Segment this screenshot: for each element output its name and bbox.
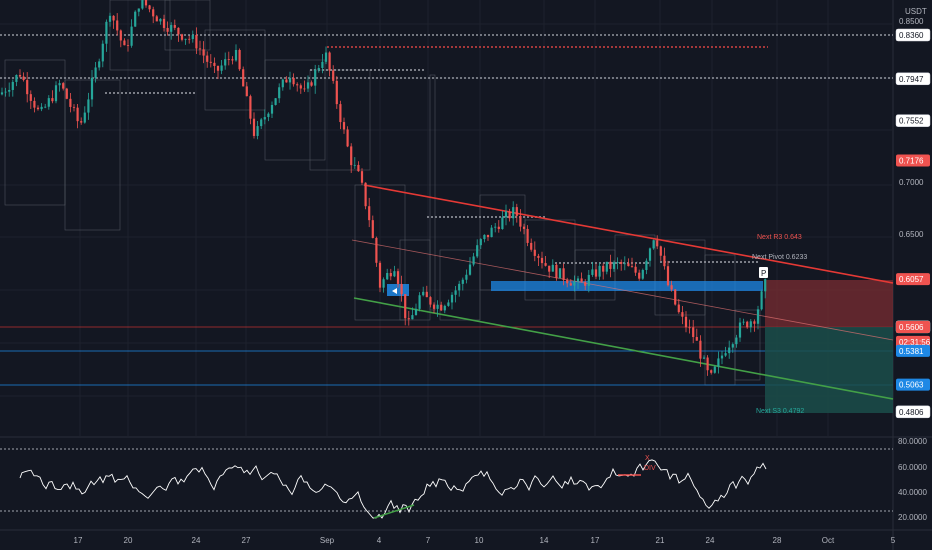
- rsi-bullish-divergence-line[interactable]: [373, 504, 415, 519]
- time-label: Sep: [320, 536, 335, 545]
- time-label: 27: [242, 536, 251, 545]
- rsi-tick-80: 80.0000: [898, 437, 927, 446]
- time-label: 10: [475, 536, 484, 545]
- demand-zone-small[interactable]: [387, 284, 409, 296]
- svg-text:0.7552: 0.7552: [899, 117, 924, 126]
- demand-zone-wide[interactable]: [491, 281, 763, 291]
- time-label: 5: [891, 536, 896, 545]
- time-axis[interactable]: 17 20 24 27 Sep 4 7 10 14 17 21 24 28 Oct 5: [74, 536, 896, 545]
- time-label: 28: [773, 536, 782, 545]
- time-label: 24: [192, 536, 201, 545]
- svg-text:0.4806: 0.4806: [899, 408, 924, 417]
- svg-text:0.5381: 0.5381: [899, 347, 924, 356]
- price-tick-0-6500: 0.6500: [899, 230, 924, 239]
- time-label: 14: [540, 536, 549, 545]
- svg-text:02:31:56: 02:31:56: [899, 338, 931, 347]
- channel-support-line[interactable]: [353, 297, 894, 400]
- short-position-stop-zone[interactable]: [765, 280, 893, 327]
- svg-text:0.7176: 0.7176: [899, 157, 924, 166]
- pivot-marker-text: P: [761, 269, 766, 278]
- price-tag-0-5606[interactable]: 0.5606: [896, 321, 930, 333]
- next-pivot-label: Next Pivot 0.6233: [752, 254, 807, 261]
- candlestick-series[interactable]: [0, 0, 767, 376]
- time-label: 21: [656, 536, 665, 545]
- price-tick-0-8500: 0.8500: [899, 17, 924, 26]
- short-position-target-zone[interactable]: [765, 327, 893, 413]
- price-tag-0-7552[interactable]: 0.7552: [895, 114, 931, 127]
- rsi-cross-marker: X: [645, 455, 650, 462]
- time-label: 4: [377, 536, 382, 545]
- time-label: 17: [74, 536, 83, 545]
- price-tags[interactable]: 0.83600.79470.75520.71760.60570.56070.56…: [895, 28, 931, 419]
- grid: [0, 0, 893, 437]
- channel-resistance-line[interactable]: [363, 184, 894, 284]
- price-tag-0-7947[interactable]: 0.7947: [895, 72, 931, 86]
- next-r3-label: Next R3 0.643: [757, 234, 802, 241]
- price-tag-0-4806[interactable]: 0.4806: [895, 405, 931, 419]
- rsi-line[interactable]: [19, 459, 767, 519]
- price-tag-02-31-56[interactable]: 02:31:56: [896, 335, 931, 348]
- pivot-marker-badge[interactable]: [759, 267, 768, 278]
- price-tag-0-6057[interactable]: 0.6057: [896, 273, 930, 286]
- price-tag-0-5063[interactable]: 0.5063: [896, 378, 930, 391]
- time-label: 7: [426, 536, 431, 545]
- price-tag-0-8360[interactable]: 0.8360: [895, 28, 931, 42]
- currency-label[interactable]: USDT: [905, 7, 927, 16]
- svg-text:0.7947: 0.7947: [899, 75, 924, 84]
- zone-arrow-icon: [392, 288, 397, 294]
- channel-mid-line[interactable]: [351, 239, 894, 341]
- time-label: 20: [124, 536, 133, 545]
- time-label: 24: [706, 536, 715, 545]
- rsi-tick-40: 40.0000: [898, 488, 927, 497]
- pivot-dashed-lines: [105, 69, 760, 264]
- rsi-div-label: DIV: [644, 465, 656, 472]
- price-tick-0-7000: 0.7000: [899, 178, 924, 187]
- svg-text:0.6057: 0.6057: [899, 275, 924, 284]
- svg-text:0.5063: 0.5063: [899, 381, 924, 390]
- price-tag-0-5381[interactable]: 0.5381: [896, 344, 930, 357]
- horizontal-levels[interactable]: [0, 34, 893, 386]
- time-label: Oct: [822, 536, 835, 545]
- next-s3-label: Next S3 0.4792: [756, 408, 804, 415]
- svg-text:0.5606: 0.5606: [899, 323, 924, 332]
- rsi-tick-20: 20.0000: [898, 513, 927, 522]
- svg-text:0.8360: 0.8360: [899, 31, 924, 40]
- price-tag-0-7176[interactable]: 0.7176: [896, 154, 930, 167]
- rsi-tick-60: 60.0000: [898, 463, 927, 472]
- time-label: 17: [591, 536, 600, 545]
